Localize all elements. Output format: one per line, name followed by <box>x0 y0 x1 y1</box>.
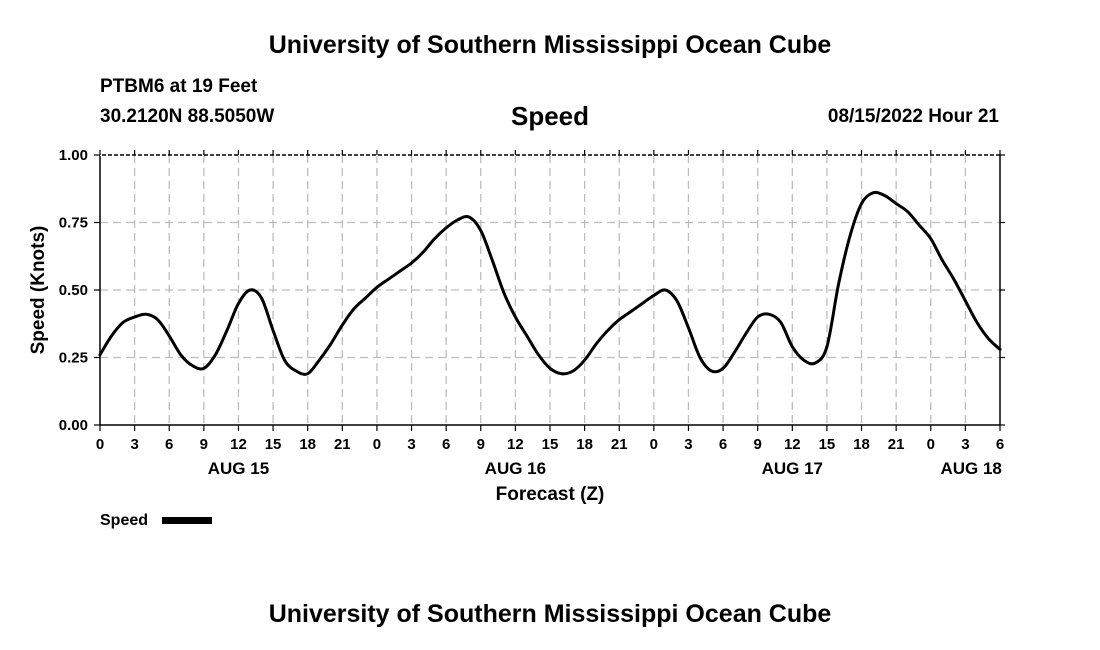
y-tick-label: 0.75 <box>59 215 88 232</box>
x-tick-label: 0 <box>650 436 658 453</box>
station-label: PTBM6 at 19 Feet <box>100 76 258 97</box>
x-tick-label: 6 <box>996 436 1004 453</box>
x-tick-label: 3 <box>684 436 692 453</box>
footer-title: University of Southern Mississippi Ocean… <box>268 600 832 628</box>
date-labels: AUG 15 AUG 16 AUG 17 AUG 18 <box>208 459 1002 478</box>
x-tick-label: 6 <box>165 436 173 453</box>
x-tick-label: 9 <box>200 436 208 453</box>
x-tick-label: 3 <box>407 436 415 453</box>
x-tick-label: 12 <box>784 436 801 453</box>
y-tick-label: 0.50 <box>59 282 88 299</box>
x-tick-label: 0 <box>373 436 381 453</box>
x-tick-label: 15 <box>265 436 282 453</box>
date-label: AUG 17 <box>762 459 823 478</box>
x-tick-label: 18 <box>576 436 593 453</box>
x-tick-label: 21 <box>888 436 905 453</box>
y-axis-label: Speed (Knots) <box>28 226 49 355</box>
x-tick-label: 12 <box>507 436 524 453</box>
x-tick-label: 15 <box>542 436 559 453</box>
grid-lines <box>100 155 1000 425</box>
y-tick-labels: 0.00 0.25 0.50 0.75 1.00 <box>59 147 88 434</box>
x-tick-label: 15 <box>819 436 836 453</box>
date-label: AUG 18 <box>940 459 1001 478</box>
x-tick-label: 0 <box>927 436 935 453</box>
legend-swatch <box>162 517 212 524</box>
x-tick-label: 3 <box>961 436 969 453</box>
x-tick-label: 3 <box>130 436 138 453</box>
x-tick-label: 18 <box>299 436 316 453</box>
speed-series-line <box>98 190 1002 376</box>
y-tick-label: 0.00 <box>59 417 88 434</box>
forecast-datetime: 08/15/2022 Hour 21 <box>827 106 999 127</box>
page-title: University of Southern Mississippi Ocean… <box>268 31 832 59</box>
x-tick-label: 6 <box>442 436 450 453</box>
date-label: AUG 15 <box>208 459 269 478</box>
axis-ticks <box>94 150 1005 431</box>
x-tick-label: 9 <box>477 436 485 453</box>
x-tick-label: 0 <box>96 436 104 453</box>
x-tick-label: 18 <box>853 436 870 453</box>
variable-title: Speed <box>510 101 590 131</box>
y-tick-label: 1.00 <box>59 147 88 164</box>
legend-label: Speed <box>100 512 148 529</box>
x-tick-labels: 0 3 6 9 12 15 18 21 0 3 6 9 12 15 18 21 0 3 6 9 12 15 18 21 0 3 6 <box>96 436 1004 453</box>
x-tick-label: 9 <box>754 436 762 453</box>
legend: Speed <box>100 512 212 529</box>
date-label: AUG 16 <box>485 459 546 478</box>
x-axis-label: Forecast (Z) <box>496 484 605 505</box>
x-tick-label: 21 <box>611 436 628 453</box>
x-tick-label: 21 <box>334 436 351 453</box>
station-coordinates: 30.2120N 88.5050W <box>100 106 275 127</box>
x-tick-label: 6 <box>719 436 727 453</box>
x-tick-label: 12 <box>230 436 247 453</box>
y-tick-label: 0.25 <box>59 350 88 367</box>
